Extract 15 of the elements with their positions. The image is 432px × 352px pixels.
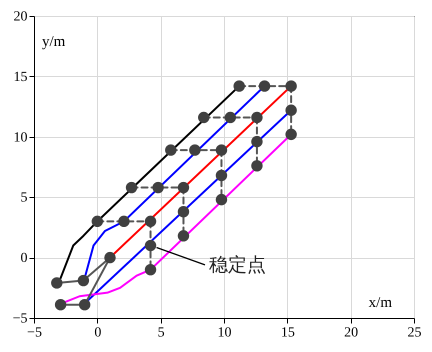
x-tick-label: 25 [408, 326, 422, 340]
annotation: 稳定点 [209, 254, 266, 276]
x-tick-label: 15 [280, 326, 295, 340]
y-tick-label: 0 [20, 251, 28, 266]
y-tick-label: 20 [14, 10, 28, 24]
x-tick-label: 20 [344, 326, 358, 340]
x-axis-title: x/m [368, 295, 392, 311]
y-tick-label: 15 [14, 70, 28, 85]
x-tick-label: 10 [218, 326, 232, 340]
y-tick-label: 5 [20, 190, 28, 206]
y-tick-label: −5 [12, 312, 28, 326]
y-axis-title: y/m [42, 34, 66, 50]
x-tick-label: 0 [94, 326, 102, 340]
y-tick-label: 10 [14, 130, 28, 146]
x-tick-label: 5 [158, 326, 165, 340]
